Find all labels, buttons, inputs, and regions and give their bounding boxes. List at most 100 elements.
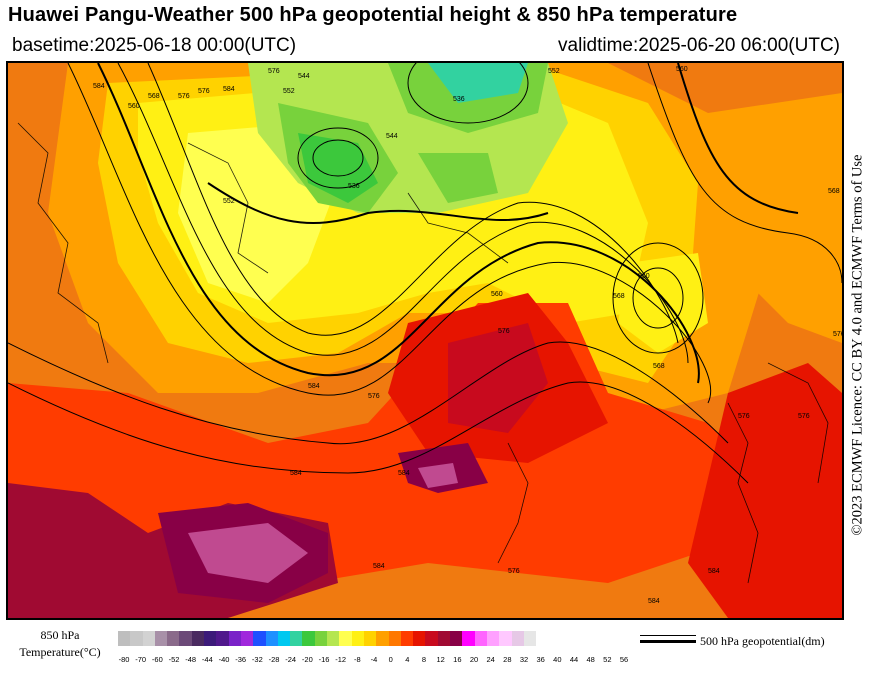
colorbar-swatch [437, 631, 451, 646]
geopotential-contours [8, 63, 842, 484]
colorbar-swatch [179, 631, 192, 646]
colorbar-tick-label: -44 [201, 655, 213, 664]
colorbar-swatch [302, 631, 315, 646]
colorbar-tick-label: -16 [318, 655, 330, 664]
license-text: ©2023 ECMWF Licence: CC BY 4.0 and ECMWF… [849, 154, 866, 536]
contour-line [97, 63, 700, 384]
coastline [187, 142, 269, 274]
colorbar-swatch [216, 631, 229, 646]
contour-label: 576 [833, 331, 842, 338]
legend-title-line2: Temperature(°C) [19, 645, 101, 659]
colorbar-tick-label: 56 [619, 655, 629, 664]
contour-line [207, 182, 549, 224]
colorbar-tick-label: 48 [586, 655, 595, 664]
colorbar-tick-label: -8 [353, 655, 361, 664]
colorbar-tick-label: -60 [151, 655, 163, 664]
contour-label: 584 [93, 83, 105, 90]
colorbar-swatch [511, 631, 524, 646]
temperature-zone-40-b [418, 463, 458, 488]
contour-ring [312, 139, 364, 177]
coastline [17, 122, 109, 364]
temperature-zone-28-b [688, 363, 842, 618]
contour-label: 536 [453, 96, 465, 103]
map-svg: 536 536 544 552 560 560 568 576 584 560 … [8, 63, 842, 618]
colorbar-swatch [413, 631, 426, 646]
contour-label: 560 [638, 273, 650, 280]
weather-map: 536 536 544 552 560 560 568 576 584 560 … [6, 61, 844, 620]
colorbar-tick-label: -40 [218, 655, 230, 664]
colorbar-swatch [523, 631, 537, 646]
colorbar-tick-label: -48 [185, 655, 197, 664]
temperature-zone-minus12 [428, 63, 528, 103]
contour-label: 576 [498, 328, 510, 335]
colorbar-swatch [118, 631, 131, 646]
colorbar-tick-label: -80 [118, 655, 130, 664]
colorbar-swatch [425, 631, 438, 646]
colorbar-tick-label: -36 [235, 655, 247, 664]
coastlines [17, 122, 829, 584]
contour-line [147, 63, 679, 344]
colorbar-tick-label: 52 [603, 655, 612, 664]
colorbar-tick-label: 28 [503, 655, 512, 664]
contour-label: 576 [268, 68, 280, 75]
colorbar-swatch [400, 631, 414, 646]
colorbar-swatch [339, 631, 352, 646]
colorbar-swatch [450, 631, 463, 646]
contour-label: 544 [298, 73, 310, 80]
colorbar-tick-label: -52 [168, 655, 180, 664]
contour-line [677, 63, 799, 214]
temperature-zone-40 [188, 523, 308, 583]
coastline [727, 402, 759, 584]
colorbar-tick-label: -20 [301, 655, 313, 664]
colorbar-tick-label: 24 [486, 655, 495, 664]
contour-label: 576 [198, 88, 210, 95]
colorbar-tick-label: -4 [370, 655, 378, 664]
license-credit: ©2023 ECMWF Licence: CC BY 4.0 and ECMWF… [846, 80, 870, 610]
coastline [497, 442, 529, 564]
contour-label: 584 [290, 470, 302, 477]
contour-label: 584 [223, 86, 235, 93]
basetime-label: basetime:2025-06-18 00:00(UTC) [12, 35, 297, 56]
colorbar-tick-label: 12 [436, 655, 445, 664]
colorbar-swatch [228, 631, 241, 646]
colorbar-swatch [499, 631, 512, 646]
contour-label: 576 [738, 413, 750, 420]
contour-line [8, 341, 729, 445]
contour-label: 552 [548, 68, 560, 75]
contour-labels: 536 536 544 552 560 560 568 576 584 560 … [93, 66, 842, 605]
colorbar-swatch [130, 631, 143, 646]
colorbar-swatch [314, 631, 328, 646]
colorbar-swatch [363, 631, 377, 646]
temperature-zone-minus8 [298, 133, 378, 203]
legend-title: 850 hPa Temperature(°C) [8, 627, 112, 661]
colorbar-ticks: -80 -70 -60 -52 -48 -44 -40 -36 -32 -28 -24 -20 -16-… [118, 655, 629, 667]
contour-label: 568 [148, 93, 160, 100]
colorbar-tick-label: -12 [335, 655, 347, 664]
contour-label: 536 [348, 183, 360, 190]
colorbar-swatch [327, 631, 340, 646]
colorbar-swatch [388, 631, 401, 646]
colorbar-tick-label: 8 [421, 655, 427, 664]
colorbar-swatch [351, 631, 364, 646]
coastline [407, 192, 509, 264]
colorbar-tick-label: 44 [569, 655, 579, 664]
contour-ring [297, 127, 379, 189]
colorbar-swatch [154, 631, 168, 646]
temperature-zone-32 [448, 323, 548, 433]
colorbar-tick-label: 0 [388, 655, 393, 664]
colorbar-tick-label: -24 [285, 655, 297, 664]
colorbar-tick-label: -32 [251, 655, 263, 664]
colorbar-tick-label: -70 [135, 655, 147, 664]
contour-label: 576 [798, 413, 810, 420]
colorbar-tick-label: 40 [553, 655, 562, 664]
colorbar-swatch [253, 631, 266, 646]
contour-label: 584 [308, 383, 320, 390]
legend-title-line1: 850 hPa [40, 628, 80, 642]
contour-label: 560 [676, 66, 688, 73]
validtime-label: validtime:2025-06-20 06:00(UTC) [558, 35, 840, 56]
contour-label: 560 [491, 291, 503, 298]
colorbar-swatch [290, 631, 303, 646]
coastline [767, 362, 829, 484]
colorbar-swatch [191, 631, 205, 646]
temperature-zone-16-b [708, 93, 842, 343]
